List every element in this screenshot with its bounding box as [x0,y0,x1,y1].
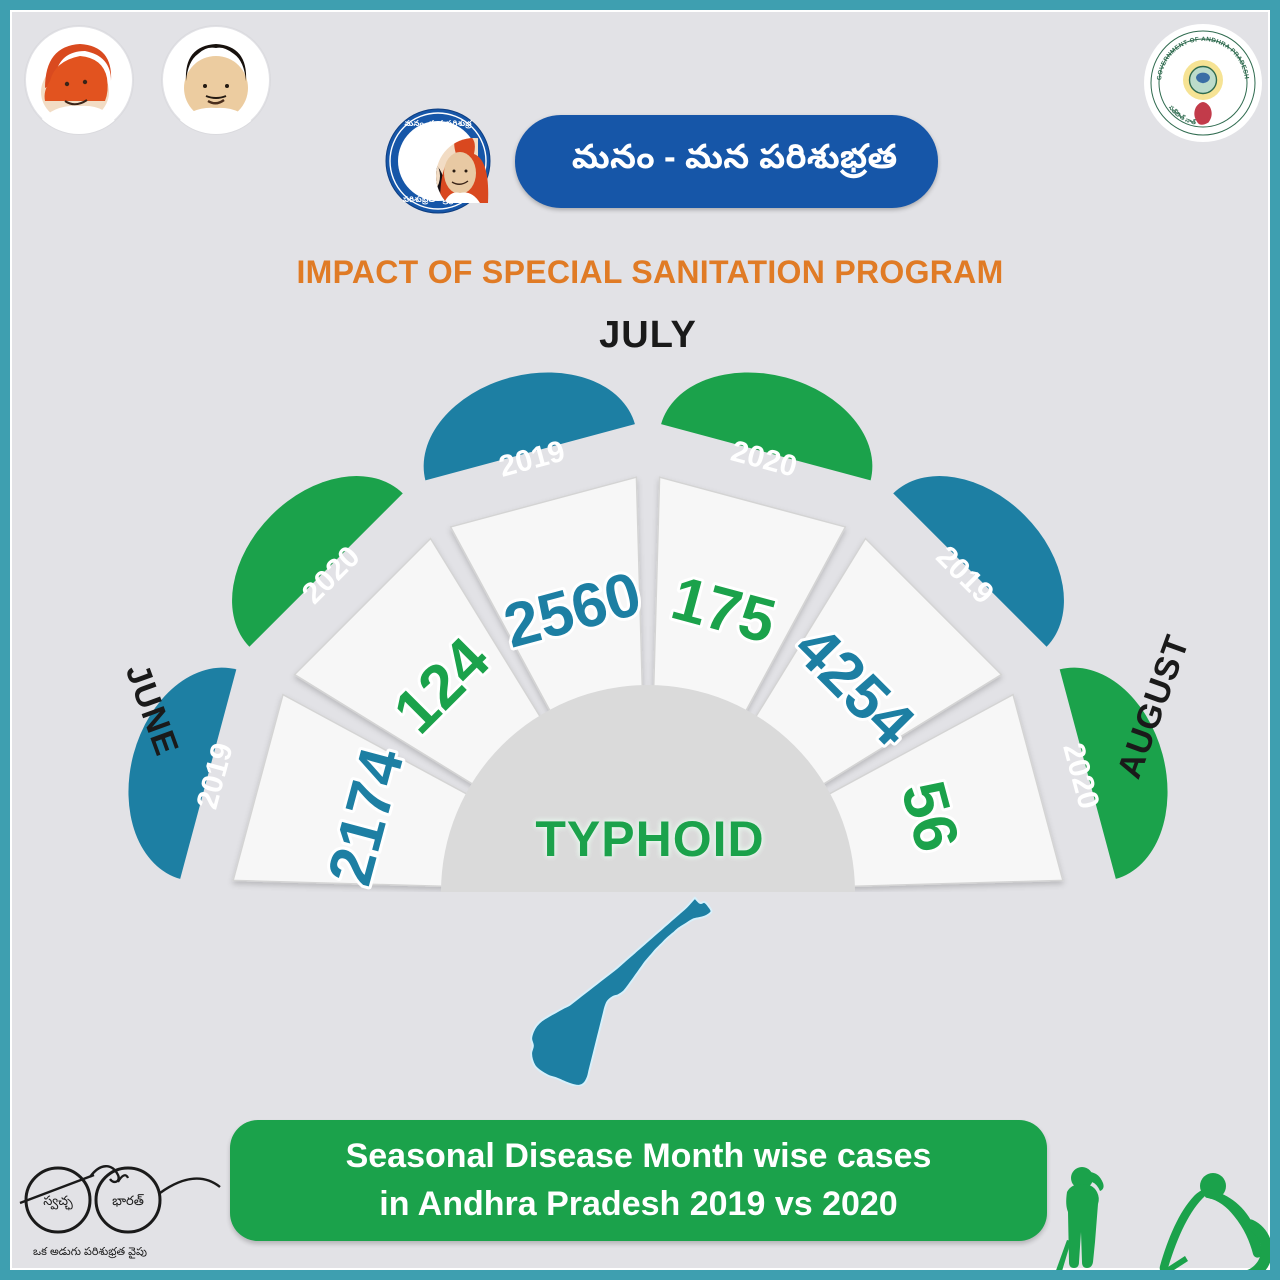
svg-text:ఒక అడుగు పరిశుభ్రత వైపు: ఒక అడుగు పరిశుభ్రత వైపు [33,1246,147,1261]
svg-text:JULY: JULY [599,314,697,356]
svg-text:భారత్: భారత్ [112,1194,145,1212]
svg-text:స్వచ్ఛ: స్వచ్ఛ [43,1195,73,1212]
